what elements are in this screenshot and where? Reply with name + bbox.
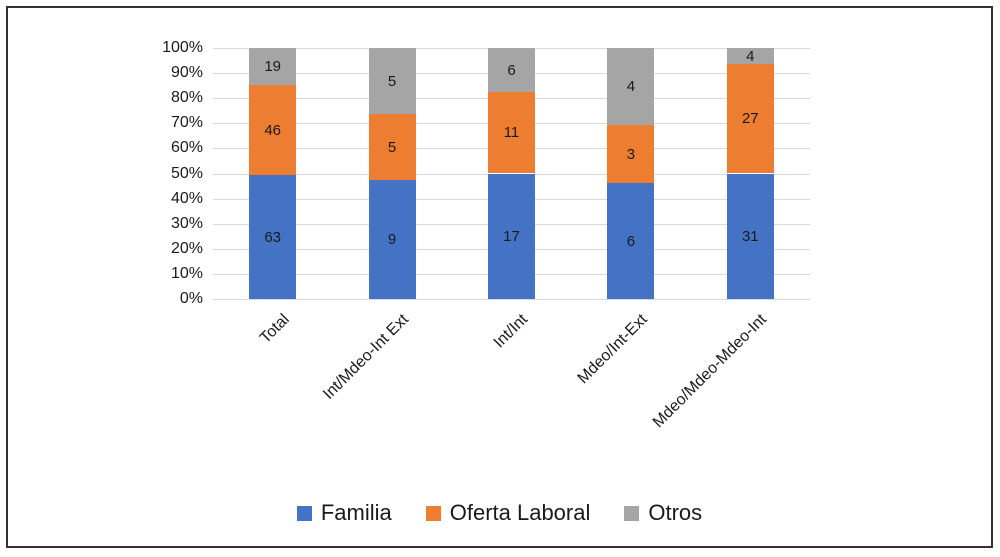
y-axis-tick-label: 70% bbox=[170, 114, 203, 132]
legend-swatch-icon bbox=[425, 505, 441, 521]
legend-swatch-icon bbox=[624, 505, 640, 521]
bar-value-label: 19 bbox=[264, 58, 282, 76]
bar-segment: 46 bbox=[249, 85, 297, 176]
bar-segment: 19 bbox=[249, 48, 297, 86]
bar-value-label: 11 bbox=[503, 124, 520, 142]
bar-segment: 6 bbox=[488, 48, 535, 93]
y-axis-tick-label: 90% bbox=[170, 64, 203, 82]
y-axis-tick-label: 80% bbox=[170, 89, 203, 107]
bar-value-label: 17 bbox=[503, 227, 520, 245]
bar-segment: 5 bbox=[368, 114, 416, 181]
bar-segment: 9 bbox=[368, 180, 416, 299]
bar-value-label: 63 bbox=[264, 228, 282, 246]
bar-segment: 11 bbox=[488, 92, 535, 174]
legend-label: Oferta Laboral bbox=[449, 500, 591, 525]
bar-segment: 3 bbox=[607, 125, 655, 184]
bar-segment: 4 bbox=[607, 48, 655, 126]
gridline bbox=[213, 299, 810, 300]
bar-segment: 31 bbox=[726, 173, 774, 299]
bar-value-label: 5 bbox=[387, 72, 397, 90]
bar-value-label: 4 bbox=[626, 78, 636, 96]
bar-value-label: 9 bbox=[387, 231, 397, 249]
y-axis-tick-label: 30% bbox=[170, 214, 203, 232]
y-axis-tick-label: 10% bbox=[170, 264, 203, 282]
y-axis-tick-label: 100% bbox=[162, 39, 203, 56]
x-axis-label: Mdeo/Mdeo-Mdeo-Int bbox=[650, 311, 771, 432]
bar-value-label: 5 bbox=[387, 138, 397, 156]
y-axis-tick-label: 50% bbox=[170, 164, 203, 182]
legend-swatch-icon bbox=[296, 505, 312, 521]
bar-value-label: 46 bbox=[264, 121, 282, 139]
bar-segment: 27 bbox=[726, 64, 774, 174]
y-axis-tick-label: 60% bbox=[170, 139, 203, 157]
bar-segment: 17 bbox=[488, 173, 535, 299]
bar-value-label: 4 bbox=[746, 47, 755, 65]
chart-frame: 63 46 19 9 5 5 17 11 6 6 3 4 31 27 4 0% 10% 20% 30% 40% 50%… bbox=[6, 6, 993, 548]
bar-value-label: 6 bbox=[626, 232, 636, 250]
bar-value-label: 27 bbox=[741, 110, 759, 128]
y-axis-tick-label: 0% bbox=[179, 290, 203, 307]
legend-label: Otros bbox=[648, 500, 703, 525]
y-axis-tick-label: 40% bbox=[170, 189, 203, 207]
bar-segment: 4 bbox=[726, 47, 774, 65]
bar-segment: 6 bbox=[607, 183, 655, 299]
bar-value-label: 3 bbox=[626, 145, 636, 163]
legend-label: Familia bbox=[320, 500, 392, 525]
bar-segment: 63 bbox=[249, 175, 297, 299]
legend: Familia Oferta Laboral Otros bbox=[8, 500, 991, 526]
legend-item: Otros bbox=[624, 500, 702, 526]
bar-value-label: 6 bbox=[507, 61, 516, 79]
x-axis-label: Int/Mdeo-Int Ext bbox=[320, 311, 413, 403]
x-axis-label: Mdeo/Int-Ext bbox=[574, 311, 651, 388]
x-axis-label: Total bbox=[256, 311, 293, 347]
y-axis-tick-label: 20% bbox=[170, 239, 203, 257]
plot-area: 63 46 19 9 5 5 17 11 6 6 3 4 31 27 4 bbox=[213, 47, 810, 300]
bar-value-label: 31 bbox=[741, 227, 759, 245]
legend-item: Oferta Laboral bbox=[425, 500, 591, 526]
legend-item: Familia bbox=[296, 500, 392, 526]
x-axis-label: Int/Int bbox=[491, 311, 532, 352]
bar-segment: 5 bbox=[368, 48, 416, 115]
